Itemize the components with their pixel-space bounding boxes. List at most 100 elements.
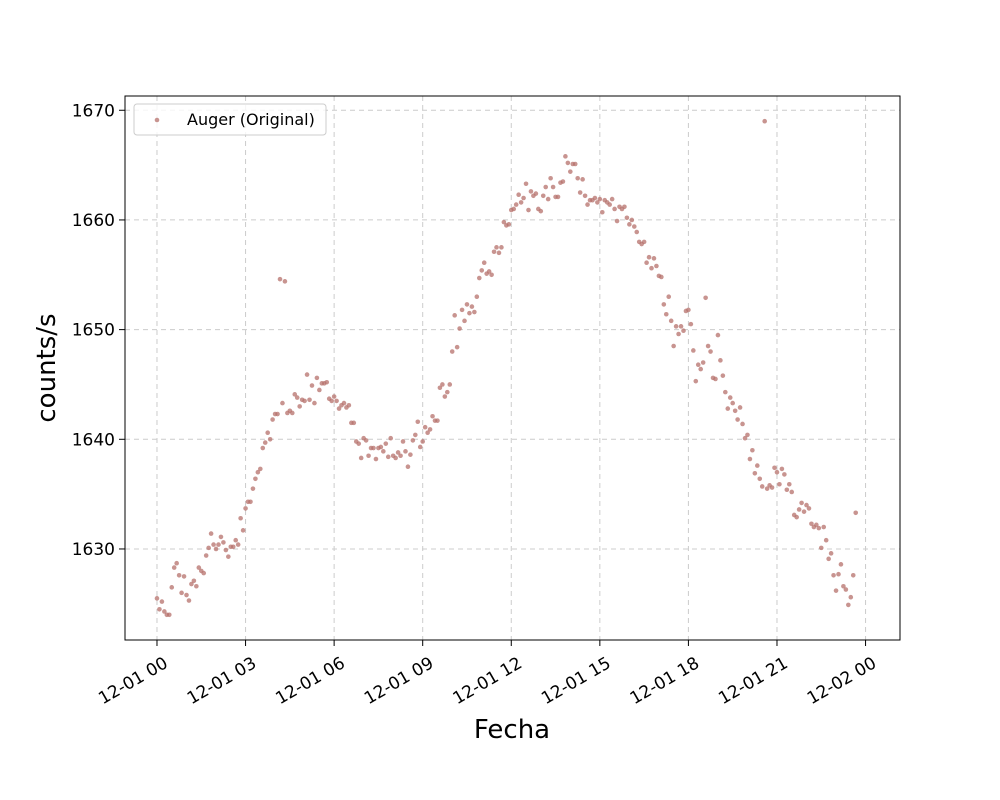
data-point [673,324,679,329]
data-point [309,383,315,388]
data-point [501,219,507,225]
data-point [410,438,416,443]
data-point [181,574,187,579]
data-point [831,572,836,578]
legend-label: Auger (Original) [187,110,315,129]
data-point [159,599,165,604]
data-point [437,385,443,391]
data-point [725,406,731,411]
data-point [732,408,738,414]
data-point [818,545,824,551]
data-point [784,487,790,493]
data-point [705,343,711,349]
data-point [846,602,851,608]
data-point [166,612,172,618]
data-point [612,206,617,212]
data-point [189,581,194,587]
data-point [752,470,758,476]
y-tick-label: 1650 [72,321,115,341]
grid [125,96,900,640]
data-point [511,206,517,212]
data-point [565,160,571,166]
data-point [393,455,398,461]
data-point [341,400,347,406]
data-point [609,196,615,202]
data-point [304,372,310,377]
data-point [577,190,583,195]
data-point [757,476,763,482]
data-point [799,500,804,506]
data-point [216,542,221,547]
data-point [162,609,167,614]
data-point [727,395,733,400]
data-point [796,507,802,512]
data-point [523,181,529,187]
data-point [262,440,268,445]
data-point [255,469,261,475]
data-point [533,191,539,196]
data-point [585,202,590,207]
data-point [356,441,362,446]
data-point [385,454,391,460]
data-point [208,531,214,536]
data-point [841,583,846,589]
data-point [464,302,470,307]
data-point [481,260,487,266]
data-point [560,179,566,184]
data-point [265,430,271,436]
data-point [457,326,462,331]
data-point [454,344,460,350]
data-point [213,546,219,552]
data-point [171,565,177,570]
data-point [782,472,787,477]
data-point [737,405,743,410]
data-point [378,444,384,450]
data-point [499,245,504,250]
data-point [292,392,298,397]
data-point [600,209,605,215]
data-point [526,207,531,213]
data-point [833,588,839,593]
data-point [747,456,753,462]
data-point [425,430,430,436]
data-point [627,222,632,227]
data-point [506,222,512,227]
data-point [449,349,455,354]
data-point [663,311,669,317]
data-point [755,463,760,468]
data-point [459,307,465,313]
data-point [491,249,497,255]
data-point [700,360,706,365]
data-point [772,465,777,471]
data-point [614,218,620,224]
data-point [762,118,767,124]
data-point [371,445,376,451]
data-point [277,276,283,282]
data-point [302,398,307,404]
data-point [196,565,202,570]
data-point [518,200,524,205]
data-point [447,382,453,387]
data-point [248,499,253,505]
data-point [651,256,657,261]
data-point [572,161,578,167]
data-point [366,453,371,459]
data-point [641,239,647,245]
data-point [346,402,352,408]
data-point [489,272,494,278]
data-point [201,570,207,576]
data-point [735,417,740,422]
data-point [654,263,659,269]
data-point [258,466,263,472]
data-point [789,489,795,495]
data-point [467,310,472,316]
data-point [312,400,317,406]
data-point [154,596,160,601]
data-point [226,554,231,559]
data-point [280,400,285,406]
data-point [631,224,637,229]
data-point [169,585,175,590]
legend: Auger (Original) [133,103,327,136]
data-point [715,332,721,338]
data-point [221,540,226,545]
